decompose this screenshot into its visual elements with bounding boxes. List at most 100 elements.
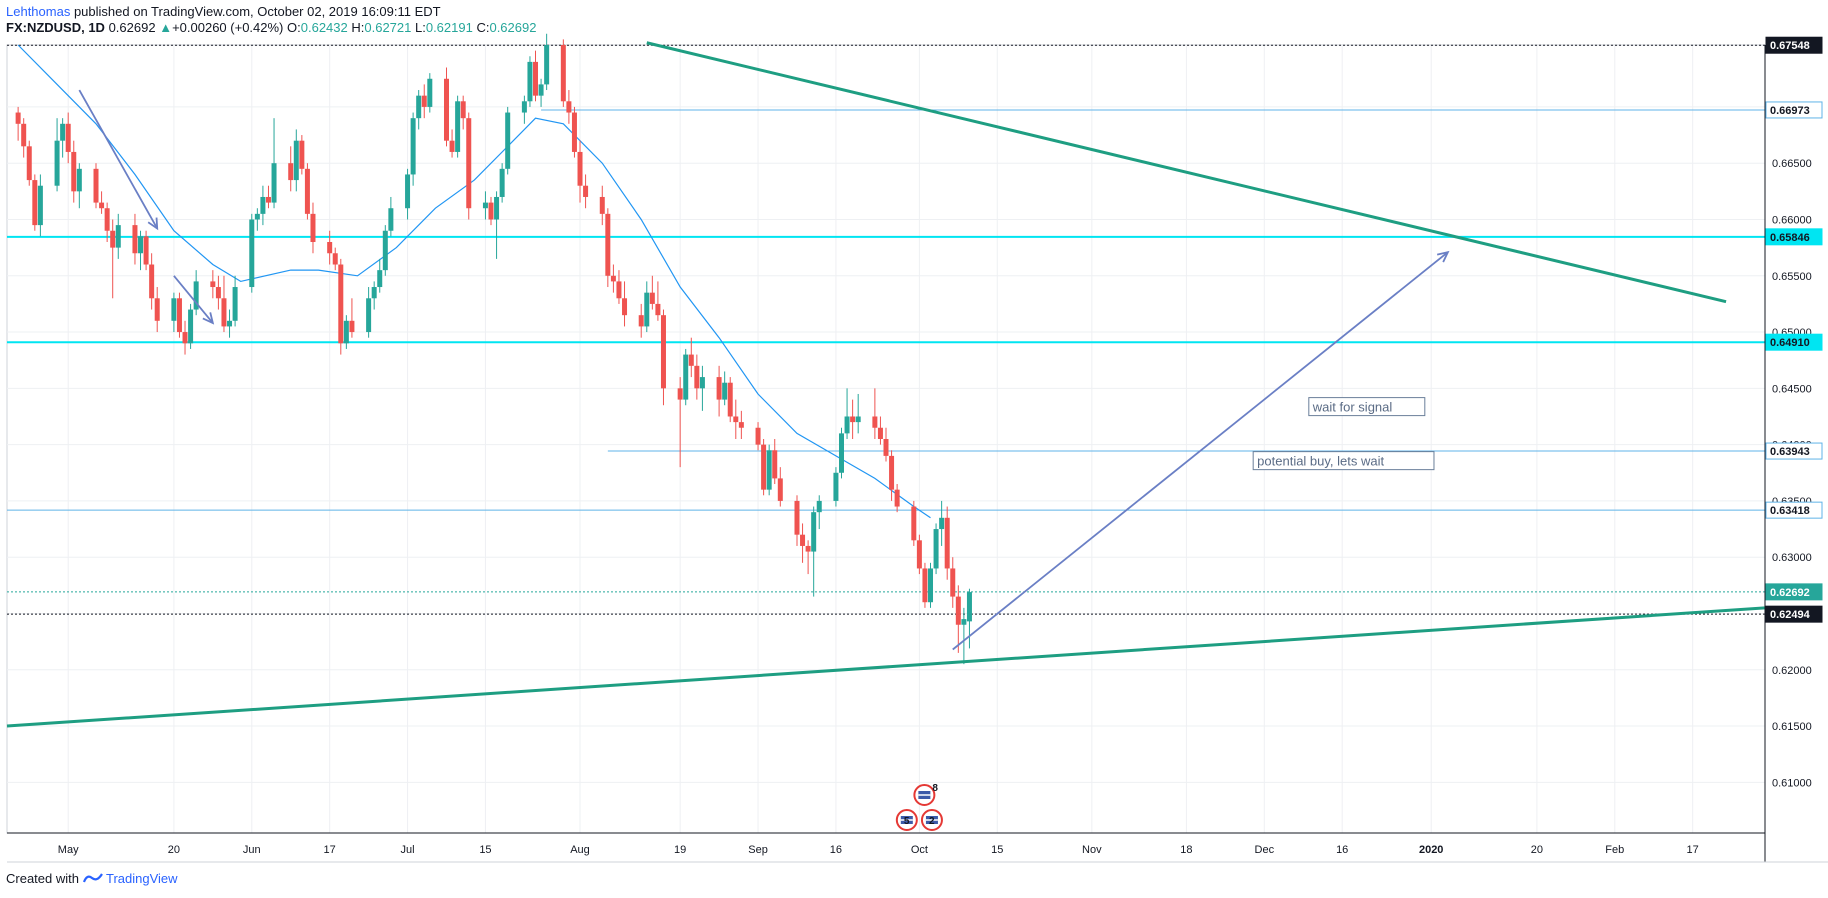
- candle-bear: [772, 450, 778, 479]
- candle-bear: [15, 112, 21, 124]
- symbol-label: FX:NZDUSD, 1D: [6, 20, 105, 35]
- candle-bull: [544, 45, 550, 85]
- horizontal-levels[interactable]: [7, 44, 1765, 615]
- candle-bull: [538, 84, 544, 96]
- tradingview-link[interactable]: TradingView: [106, 871, 178, 886]
- candle-bear: [655, 303, 661, 316]
- candle-bull: [293, 140, 299, 181]
- candle-bull: [505, 112, 511, 169]
- low-value: 0.62191: [425, 20, 473, 35]
- candle-bull: [499, 168, 505, 197]
- time-tick-label: 19: [674, 844, 686, 856]
- trendlines[interactable]: [6, 41, 1766, 728]
- candle-bear: [449, 140, 455, 152]
- candle-bull: [699, 377, 705, 389]
- open-value: 0.62432: [300, 20, 348, 35]
- price-label: 0.62692: [1770, 587, 1810, 599]
- candle-bull: [254, 213, 260, 220]
- candle-bear: [944, 517, 950, 569]
- upper-trendline[interactable]: [646, 41, 1727, 304]
- candle-bull: [260, 196, 266, 214]
- candle-bull: [405, 174, 411, 209]
- candle-bull: [60, 123, 66, 141]
- annotation-box[interactable]: [1308, 397, 1426, 417]
- author-link[interactable]: Lehthomas: [6, 4, 71, 19]
- time-axis[interactable]: May 20 Jun 17 Jul 15 Aug 19 Sep 16 Oct 15 Nov 18 Dec 16…: [58, 844, 1699, 856]
- candle-bear: [850, 416, 856, 423]
- candle-bull: [683, 354, 689, 400]
- candle-bear: [894, 489, 900, 507]
- candle-bear: [877, 427, 883, 439]
- candle-bull: [54, 140, 60, 186]
- price-tick-label: 0.61500: [1772, 721, 1812, 733]
- event-icons[interactable]: 8 5 2: [895, 783, 943, 831]
- candle-bull: [76, 168, 82, 192]
- candle-bull: [138, 236, 144, 254]
- time-tick-label: Dec: [1255, 844, 1275, 856]
- last-price: 0.62692: [108, 20, 156, 35]
- text-annotations[interactable]: wait for signal potential buy, lets wait: [1252, 397, 1435, 471]
- ohlc-line: FX:NZDUSD, 1D 0.62692 ▲+0.00260 (+0.42%)…: [6, 20, 536, 36]
- candle-bull: [193, 281, 199, 310]
- price-tick-label: 0.66500: [1772, 158, 1812, 170]
- time-tick-label: Oct: [911, 844, 928, 856]
- time-tick-label: 18: [1180, 844, 1192, 856]
- candle-bear: [889, 455, 895, 490]
- lower-trendline[interactable]: [6, 606, 1766, 728]
- candle-bear: [727, 382, 733, 417]
- candle-bull: [37, 185, 43, 226]
- time-tick-label: Aug: [570, 844, 590, 856]
- annotation-arrows[interactable]: [78, 89, 1450, 651]
- high-value: 0.62721: [364, 20, 412, 35]
- footer: Created with TradingView: [6, 871, 178, 886]
- high-label: H:: [351, 20, 365, 35]
- published-text: published on TradingView.com, October 02…: [73, 4, 441, 19]
- price-axis[interactable]: 0.610000.615000.620000.625000.630000.635…: [1765, 36, 1823, 789]
- annotation-box[interactable]: [1252, 451, 1435, 471]
- time-tick-label: 15: [479, 844, 491, 856]
- candle-bull: [388, 208, 394, 231]
- close-label: C:: [476, 20, 490, 35]
- candle-bull: [838, 433, 844, 473]
- candle-bull: [766, 450, 772, 490]
- candle-bear: [104, 208, 110, 231]
- candle-bear: [265, 196, 271, 203]
- price-label-box: [1765, 36, 1823, 54]
- candle-bear: [872, 416, 878, 428]
- candle-bear: [288, 163, 294, 181]
- candle-bull: [961, 619, 967, 625]
- candle-bear: [677, 388, 683, 400]
- candle-bull: [410, 118, 416, 175]
- candle-bear: [599, 196, 605, 214]
- candle-bear: [716, 377, 722, 400]
- candle-bear: [649, 292, 655, 304]
- time-tick-label: 15: [991, 844, 1003, 856]
- arrow-head-icon: [147, 217, 159, 231]
- candle-bear: [560, 45, 566, 102]
- arrow-line[interactable]: [173, 275, 214, 324]
- candle-bear: [93, 168, 99, 203]
- arrow-line[interactable]: [952, 251, 1449, 651]
- price-tick-label: 0.62000: [1772, 665, 1812, 677]
- candle-bear: [299, 140, 305, 169]
- price-tick-label: 0.66000: [1772, 214, 1812, 226]
- candle-bear: [444, 78, 449, 141]
- candle-bear: [805, 545, 811, 552]
- ma-line: [17, 44, 931, 519]
- price-tick-label: 0.64500: [1772, 383, 1812, 395]
- annotation-text: potential buy, lets wait: [1257, 454, 1384, 469]
- time-tick-label: Nov: [1082, 844, 1102, 856]
- candle-bear: [688, 354, 694, 366]
- price-label: 0.65846: [1770, 232, 1810, 244]
- arrow-line[interactable]: [78, 89, 158, 229]
- candle-bull: [115, 225, 121, 248]
- candle-bear: [99, 202, 105, 209]
- low-label: L:: [415, 20, 426, 35]
- candle-bear: [460, 101, 466, 119]
- price-label: 0.63418: [1770, 505, 1810, 517]
- candle-bull: [933, 529, 939, 569]
- candle-bull: [271, 163, 277, 203]
- candle-bull: [427, 78, 433, 107]
- candle-bull: [928, 568, 934, 603]
